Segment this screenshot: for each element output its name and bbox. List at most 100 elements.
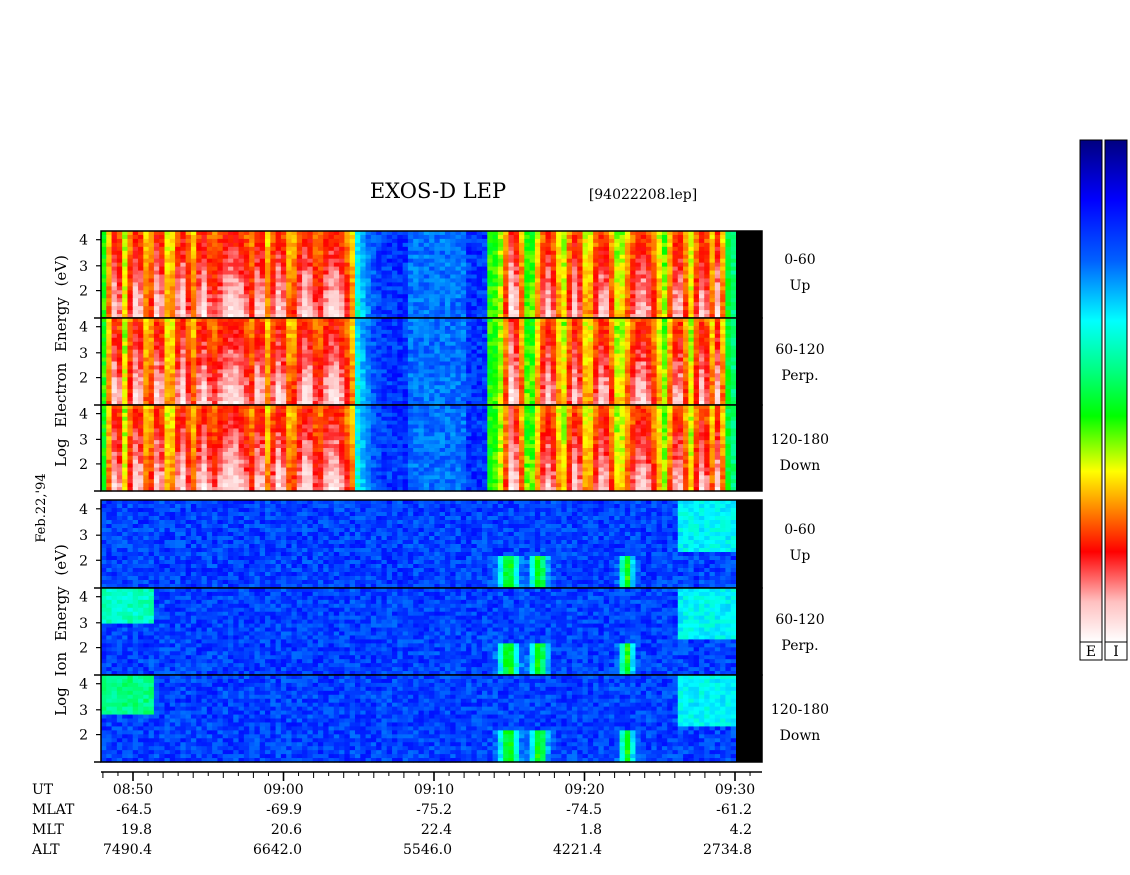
spectrogram-cell	[376, 385, 383, 390]
spectrogram-cell	[217, 401, 224, 406]
spectrogram-cell	[143, 282, 150, 287]
spectrogram-cell	[339, 377, 346, 382]
spectrogram-cell	[519, 282, 525, 287]
spectrogram-cell	[138, 238, 144, 244]
spectrogram-cell	[138, 266, 144, 272]
spectrogram-cell	[381, 310, 388, 315]
spectrogram-cell	[323, 401, 330, 406]
spectrogram-cell	[471, 314, 478, 319]
spectrogram-cell	[444, 306, 451, 311]
spectrogram-cell	[519, 329, 525, 335]
spectrogram-cell	[365, 306, 372, 311]
spectrogram-cell	[609, 325, 615, 331]
spectrogram-panel-1	[100, 230, 763, 319]
spectrogram-cell	[381, 294, 388, 299]
spectrogram-cell	[561, 298, 568, 303]
spectrogram-cell	[624, 353, 631, 359]
spectrogram-cell	[243, 286, 250, 291]
spectrogram-cell	[614, 242, 621, 248]
spectrogram-cell	[339, 389, 346, 394]
spectrogram-cell	[482, 242, 488, 248]
spectrogram-cell	[698, 231, 705, 236]
spectrogram-cell	[254, 262, 261, 268]
spectrogram-cell	[159, 381, 166, 386]
spectrogram-cell	[323, 294, 330, 299]
spectrogram-cell	[265, 357, 271, 363]
spectrogram-cell	[328, 238, 335, 244]
spectrogram-cell	[519, 238, 525, 244]
spectrogram-cell	[291, 369, 298, 374]
spectrogram-cell	[376, 266, 383, 272]
spectrogram-cell	[201, 329, 208, 335]
spectrogram-cell	[386, 341, 393, 347]
spectrogram-cell	[249, 329, 256, 335]
spectrogram-cell	[571, 393, 578, 398]
spectrogram-cell	[127, 314, 134, 319]
spectrogram-cell	[598, 258, 605, 264]
spectrogram-cell	[212, 321, 219, 327]
spectrogram-cell	[482, 266, 488, 272]
spectrogram-cell	[185, 385, 192, 390]
spectrogram-cell	[259, 329, 266, 335]
spectrogram-cell	[418, 286, 425, 291]
spectrogram-cell	[212, 278, 219, 283]
spectrogram-cell	[106, 302, 113, 307]
spectrogram-cell	[466, 318, 473, 323]
spectrogram-cell	[487, 389, 494, 394]
spectrogram-cell	[339, 238, 346, 244]
spectrogram-cell	[571, 314, 578, 319]
spectrogram-cell	[709, 314, 716, 319]
spectrogram-cell	[566, 349, 573, 355]
spectrogram-cell	[429, 345, 435, 351]
spectrogram-cell	[169, 266, 176, 272]
spectrogram-cell	[328, 294, 335, 299]
spectrogram-cell	[148, 314, 155, 319]
spectrogram-cell	[243, 318, 250, 323]
spectrogram-cell	[704, 242, 711, 248]
spectrogram-cell	[296, 294, 303, 299]
spectrogram-cell	[598, 333, 605, 339]
spectrogram-cell	[206, 282, 213, 287]
spectrogram-cell	[587, 294, 594, 299]
spectrogram-cell	[646, 246, 652, 252]
spectrogram-cell	[190, 302, 197, 307]
spectrogram-cell	[339, 325, 346, 331]
spectrogram-cell	[503, 393, 510, 398]
spectrogram-cell	[339, 231, 346, 236]
spectrogram-cell	[672, 302, 679, 307]
spectrogram-cell	[577, 353, 584, 359]
spectrogram-cell	[413, 373, 420, 378]
spectrogram-cell	[513, 381, 520, 386]
spectrogram-cell	[545, 369, 552, 374]
spectrogram-cell	[349, 357, 356, 363]
spectrogram-cell	[556, 321, 562, 327]
spectrogram-cell	[577, 306, 584, 311]
spectrogram-cell	[233, 246, 240, 252]
spectrogram-cell	[265, 246, 271, 252]
spectrogram-cell	[577, 242, 584, 248]
spectrogram-cell	[624, 329, 631, 335]
spectrogram-cell	[423, 262, 430, 268]
spectrogram-cell	[212, 349, 219, 355]
spectrogram-cell	[386, 278, 393, 283]
spectrogram-cell	[254, 290, 261, 295]
spectrogram-cell	[175, 345, 181, 351]
spectrogram-cell	[169, 357, 176, 363]
spectrogram-cell	[693, 306, 700, 311]
spectrogram-cell	[471, 365, 478, 370]
spectrogram-cell	[370, 242, 377, 248]
spectrogram-cell	[116, 306, 123, 311]
spectrogram-cell	[460, 294, 467, 299]
spectrogram-cell	[286, 290, 293, 295]
spectrogram-cell	[111, 385, 118, 390]
spectrogram-cell	[106, 401, 113, 406]
spectrogram-cell	[635, 278, 642, 283]
spectrogram-cell	[386, 234, 393, 240]
spectrogram-cell	[317, 361, 324, 367]
spectrogram-cell	[593, 266, 600, 272]
spectrogram-cell	[693, 282, 700, 287]
spectrogram-cell	[413, 389, 420, 394]
spectrogram-cell	[180, 282, 187, 287]
spectrogram-cell	[487, 357, 494, 363]
spectrogram-cell	[646, 401, 652, 406]
